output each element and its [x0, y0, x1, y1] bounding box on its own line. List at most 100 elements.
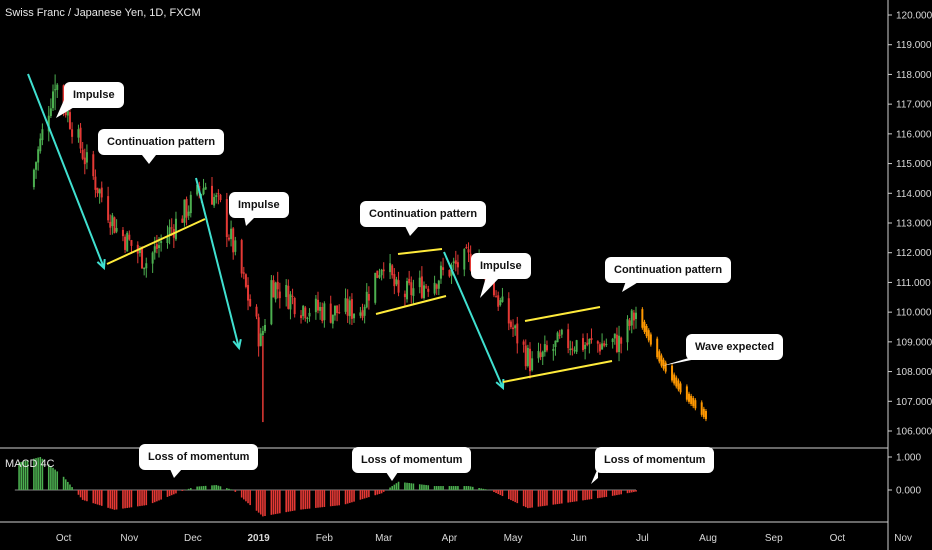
- candle-body: [227, 237, 230, 240]
- candle-body: [423, 285, 425, 299]
- candle-body: [109, 221, 112, 228]
- x-tick-label: Sep: [765, 533, 783, 544]
- candle-body: [37, 149, 40, 163]
- candle-body: [293, 297, 296, 315]
- candle-body: [217, 193, 220, 195]
- candle-body: [333, 305, 336, 316]
- annotation-wave-expected: Wave expected: [686, 334, 784, 360]
- candle-body: [111, 215, 114, 227]
- candle-body: [586, 342, 589, 345]
- impulse-arrow-2-head: [232, 338, 242, 351]
- candle-body: [321, 306, 324, 321]
- candle-body: [329, 303, 332, 323]
- y-tick-label: 113.000: [896, 219, 932, 230]
- candle-body: [170, 227, 173, 229]
- candle-body: [257, 317, 260, 347]
- candle-body: [174, 218, 177, 240]
- candle-body: [317, 299, 319, 311]
- projection-candle: [704, 411, 707, 420]
- projection-candle: [692, 398, 695, 407]
- channel-3-upper: [524, 306, 601, 322]
- candle-body: [66, 110, 69, 116]
- candle-body: [213, 196, 216, 206]
- projection-candle: [641, 309, 644, 328]
- candle-body: [567, 329, 570, 349]
- candle-body: [52, 91, 54, 109]
- candle-body: [121, 229, 124, 237]
- annotation-momentum-2: Loss of momentum: [352, 447, 472, 473]
- candle-body: [425, 286, 428, 288]
- annotation-impulse-3: Impulse: [471, 253, 531, 279]
- candle-body: [529, 348, 531, 372]
- candle-body: [507, 298, 510, 324]
- candle-body: [584, 344, 587, 350]
- x-tick-label: Mar: [375, 533, 393, 544]
- candle-body: [439, 265, 442, 279]
- price-pane: [32, 74, 707, 423]
- candle-body: [590, 337, 593, 341]
- candle-body: [230, 228, 233, 240]
- candle-body: [331, 314, 334, 324]
- candle-body: [255, 306, 258, 317]
- macd-pane: [14, 457, 637, 517]
- candle-body: [531, 358, 534, 371]
- y-tick-label: 107.000: [896, 397, 932, 408]
- channel-3-lower: [502, 360, 613, 383]
- candle-body: [185, 198, 188, 218]
- y-tick-label: 106.000: [896, 427, 932, 438]
- candle-body: [56, 84, 59, 90]
- candle-body: [492, 275, 495, 296]
- candle-body: [626, 319, 629, 343]
- candle-body: [113, 217, 116, 234]
- candle-body: [376, 270, 379, 278]
- impulse-arrow-1: [27, 73, 105, 269]
- impulse-arrow-2: [195, 177, 240, 349]
- candle-body: [39, 138, 42, 152]
- candle-body: [168, 227, 171, 237]
- x-tick-label: Jul: [636, 533, 649, 544]
- candle-body: [323, 303, 326, 321]
- candle-body: [94, 176, 97, 190]
- candle-body: [68, 112, 71, 129]
- projection-candle: [679, 383, 682, 393]
- candle-body: [181, 218, 184, 223]
- projection-candle: [647, 330, 650, 341]
- candle-body: [234, 240, 237, 252]
- candle-body: [569, 348, 572, 351]
- candle-body: [558, 334, 561, 336]
- candle-body: [158, 245, 160, 249]
- candle-body: [287, 285, 290, 309]
- candle-body: [350, 299, 353, 319]
- candle-body: [153, 246, 156, 253]
- candle-body: [448, 270, 451, 277]
- candle-body: [232, 228, 235, 253]
- candle-body: [601, 343, 604, 350]
- y-tick-label: 117.000: [896, 100, 932, 111]
- candle-body: [395, 279, 398, 285]
- candle-body: [291, 295, 294, 297]
- candle-body: [100, 187, 103, 198]
- callout-pointer-momentum-3: [591, 468, 598, 484]
- candle-body: [79, 127, 82, 149]
- candle-body: [264, 324, 266, 331]
- candle-body: [270, 280, 273, 325]
- annotation-continuation-3: Continuation pattern: [605, 257, 732, 283]
- candle-body: [166, 235, 169, 244]
- candle-body: [501, 296, 504, 302]
- projection-candle: [660, 355, 663, 366]
- candle-body: [215, 195, 218, 198]
- y-tick-label: 116.000: [896, 129, 932, 140]
- candle-body: [219, 194, 222, 201]
- macd-tick-label: 0.000: [896, 486, 921, 497]
- candle-body: [406, 281, 409, 300]
- x-tick-label: May: [504, 533, 523, 544]
- candle-body: [242, 272, 245, 274]
- channel-1-lower: [106, 218, 206, 265]
- candle-body: [200, 194, 203, 196]
- annotation-continuation-1: Continuation pattern: [98, 129, 225, 155]
- x-tick-label: Jun: [571, 533, 587, 544]
- projection-candle: [656, 338, 659, 358]
- candle-body: [289, 294, 292, 310]
- candle-body: [456, 262, 459, 268]
